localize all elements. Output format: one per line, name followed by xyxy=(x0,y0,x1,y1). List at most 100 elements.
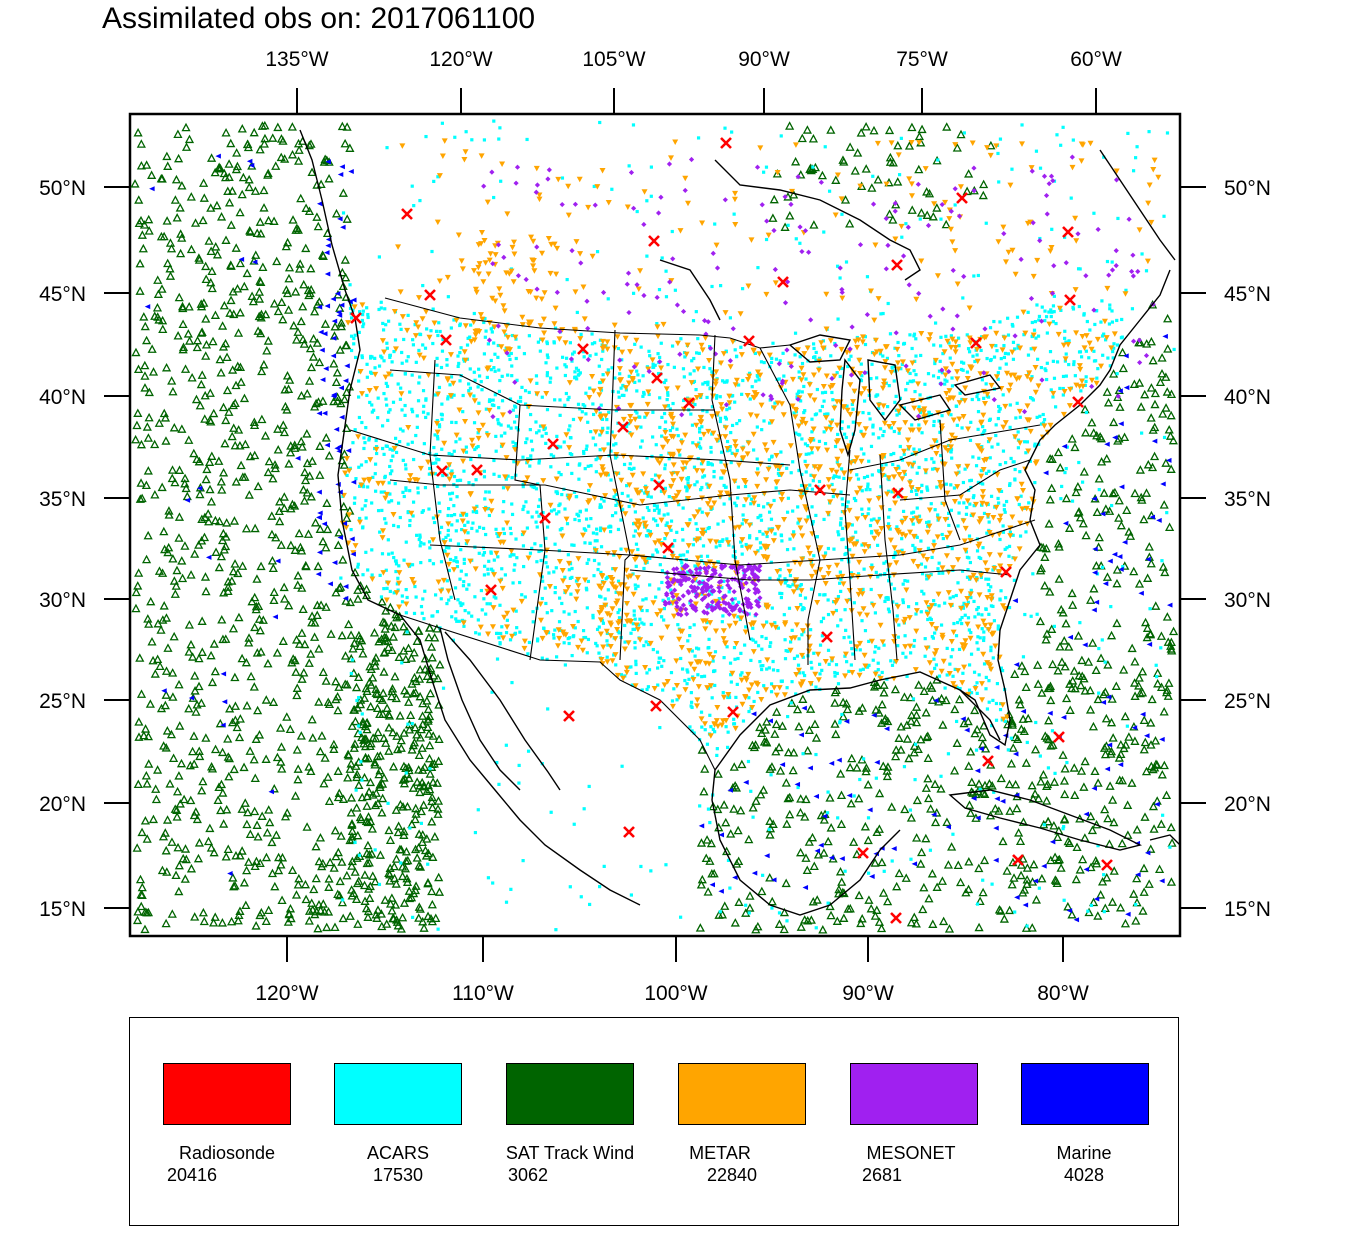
acars-marker xyxy=(867,507,871,511)
acars-marker xyxy=(739,540,743,544)
acars-marker xyxy=(999,589,1003,593)
sat-track-wind-marker xyxy=(1073,631,1084,640)
sat-track-wind-marker xyxy=(140,383,150,392)
acars-marker xyxy=(1099,320,1103,324)
sat-track-wind-marker xyxy=(227,431,237,441)
acars-marker xyxy=(1050,729,1055,733)
sat-track-wind-marker xyxy=(401,846,412,856)
sat-track-wind-marker xyxy=(207,153,217,162)
acars-marker xyxy=(670,229,674,234)
acars-marker xyxy=(644,534,649,538)
sat-track-wind-marker xyxy=(1053,665,1063,675)
acars-marker xyxy=(361,573,365,577)
acars-marker xyxy=(487,399,492,404)
acars-marker xyxy=(844,545,848,549)
acars-marker xyxy=(800,633,804,637)
acars-marker xyxy=(798,593,802,597)
sat-track-wind-marker xyxy=(756,789,766,799)
sat-track-wind-marker xyxy=(943,860,953,869)
acars-marker xyxy=(465,587,469,591)
sat-track-wind-marker xyxy=(255,217,265,226)
acars-marker xyxy=(601,621,606,625)
acars-marker xyxy=(665,397,669,402)
sat-track-wind-marker xyxy=(145,699,155,708)
acars-marker xyxy=(640,608,644,613)
sat-track-wind-marker xyxy=(175,203,185,212)
sat-track-wind-marker xyxy=(282,371,293,380)
sat-track-wind-marker xyxy=(321,542,331,552)
acars-marker xyxy=(449,326,453,330)
acars-marker xyxy=(933,666,937,671)
sat-track-wind-marker xyxy=(999,914,1009,923)
acars-marker xyxy=(967,488,971,492)
acars-marker xyxy=(814,513,818,518)
acars-marker xyxy=(387,410,391,414)
acars-marker xyxy=(902,406,907,410)
acars-marker xyxy=(705,554,710,558)
sat-track-wind-marker xyxy=(263,467,273,477)
sat-track-wind-marker xyxy=(203,836,214,846)
sat-track-wind-marker xyxy=(230,715,240,724)
acars-marker xyxy=(410,407,414,411)
acars-marker xyxy=(684,485,688,489)
sat-track-wind-marker xyxy=(291,890,302,899)
acars-marker xyxy=(590,332,594,336)
sat-track-wind-marker xyxy=(226,138,236,148)
sat-track-wind-marker xyxy=(337,630,347,640)
acars-marker xyxy=(456,364,460,369)
acars-marker xyxy=(458,379,462,383)
sat-track-wind-marker xyxy=(1057,657,1067,666)
sat-track-wind-marker xyxy=(714,910,724,919)
sat-track-wind-marker xyxy=(826,125,836,134)
sat-track-wind-marker xyxy=(193,853,204,863)
map-title: Assimilated obs on: 2017061100 xyxy=(102,2,536,35)
acars-marker xyxy=(655,321,659,326)
acars-marker xyxy=(454,556,458,560)
acars-marker xyxy=(508,397,513,401)
acars-marker xyxy=(713,683,717,688)
acars-marker xyxy=(888,508,892,512)
acars-marker xyxy=(749,789,753,793)
acars-marker xyxy=(868,523,873,528)
sat-track-wind-marker xyxy=(163,161,173,170)
sat-track-wind-marker xyxy=(1070,442,1080,452)
sat-track-wind-marker xyxy=(404,724,415,734)
sat-track-wind-marker xyxy=(298,485,309,494)
acars-marker xyxy=(599,505,603,509)
sat-track-wind-marker xyxy=(1106,630,1117,640)
acars-marker xyxy=(793,353,797,357)
acars-marker xyxy=(703,728,707,732)
sat-track-wind-marker xyxy=(417,711,428,720)
acars-marker xyxy=(972,494,976,498)
sat-track-wind-marker xyxy=(1093,911,1103,920)
acars-marker xyxy=(967,577,972,581)
sat-track-wind-marker xyxy=(174,533,184,542)
sat-track-wind-marker xyxy=(296,731,306,740)
acars-marker xyxy=(661,598,665,602)
sat-track-wind-marker xyxy=(1117,838,1127,848)
sat-track-wind-marker xyxy=(242,268,252,278)
acars-marker xyxy=(360,420,364,425)
sat-track-wind-marker xyxy=(1052,832,1063,842)
acars-marker xyxy=(811,479,815,483)
acars-marker xyxy=(567,395,571,399)
sat-track-wind-marker xyxy=(893,177,903,186)
acars-marker xyxy=(956,620,960,625)
sat-track-wind-marker xyxy=(136,161,147,170)
acars-marker xyxy=(1095,309,1099,313)
sat-track-wind-marker xyxy=(1115,902,1126,912)
acars-marker xyxy=(574,495,579,499)
acars-marker xyxy=(1008,425,1012,429)
acars-marker xyxy=(438,510,442,514)
acars-marker xyxy=(1006,352,1010,356)
sat-track-wind-marker xyxy=(924,188,935,198)
sat-track-wind-marker xyxy=(132,915,143,925)
sat-track-wind-marker xyxy=(350,867,360,876)
acars-marker xyxy=(930,635,934,639)
sat-track-wind-marker xyxy=(803,745,813,755)
acars-marker xyxy=(979,469,983,473)
sat-track-wind-marker xyxy=(808,896,818,906)
sat-track-wind-marker xyxy=(1086,595,1096,604)
sat-track-wind-marker xyxy=(131,347,141,357)
acars-marker xyxy=(535,560,539,564)
